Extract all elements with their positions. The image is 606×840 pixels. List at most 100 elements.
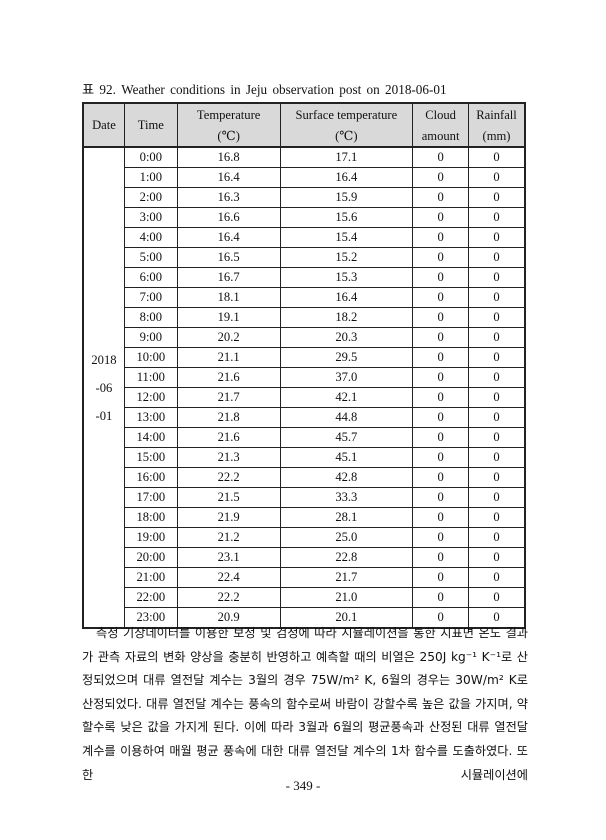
header-row-units: (℃) (℃) amount (mm) — [83, 125, 526, 148]
surface-temperature-cell: 21.0 — [279, 587, 414, 608]
rainfall-cell: 0 — [468, 267, 526, 288]
cloud-amount-cell: 0 — [412, 547, 470, 568]
surface-temperature-cell: 20.3 — [279, 327, 414, 348]
rainfall-cell: 0 — [468, 146, 526, 168]
date-line: -06 — [95, 380, 113, 395]
temperature-cell: 21.7 — [176, 387, 281, 408]
temperature-cell: 16.8 — [176, 146, 281, 168]
temperature-cell: 21.3 — [176, 447, 281, 468]
time-cell: 5:00 — [123, 247, 178, 268]
time-cell: 17:00 — [123, 487, 178, 508]
header-rainfall-unit: (mm) — [468, 125, 526, 148]
rainfall-cell: 0 — [468, 427, 526, 448]
cloud-amount-cell: 0 — [412, 327, 470, 348]
time-cell: 2:00 — [123, 187, 178, 208]
temperature-cell: 16.7 — [176, 267, 281, 288]
table-row: 7:00 18.1 16.4 0 0 — [83, 287, 526, 308]
surface-temperature-cell: 44.8 — [279, 407, 414, 428]
table-row: 1:00 16.4 16.4 0 0 — [83, 167, 526, 188]
table-row: 2018 -06 -01 0:00 16.8 17.1 0 0 — [82, 146, 526, 629]
table-row: 11:00 21.6 37.0 0 0 — [83, 367, 526, 388]
date-line: 2018 — [91, 352, 117, 367]
temperature-cell: 21.1 — [176, 347, 281, 368]
paragraph-text: 측정 기상데이터를 이용한 보정 및 검정에 따라 시뮬레이션을 통한 지표면 … — [82, 626, 528, 782]
time-cell: 7:00 — [123, 287, 178, 308]
time-cell: 11:00 — [123, 367, 178, 388]
surface-temperature-cell: 16.4 — [279, 287, 414, 308]
surface-temperature-cell: 42.1 — [279, 387, 414, 408]
table-row: 3:00 16.6 15.6 0 0 — [83, 207, 526, 228]
cloud-amount-cell: 0 — [412, 307, 470, 328]
time-cell: 20:00 — [123, 547, 178, 568]
date-cell: 2018 -06 -01 — [82, 146, 125, 629]
temperature-cell: 22.4 — [176, 567, 281, 588]
rainfall-cell: 0 — [468, 387, 526, 408]
table-row: 8:00 19.1 18.2 0 0 — [83, 307, 526, 328]
table-row: 9:00 20.2 20.3 0 0 — [83, 327, 526, 348]
temperature-cell: 16.4 — [176, 227, 281, 248]
cloud-amount-cell: 0 — [412, 387, 470, 408]
table-row: 15:00 21.3 45.1 0 0 — [83, 447, 526, 468]
rainfall-cell: 0 — [468, 167, 526, 188]
surface-temperature-cell: 15.3 — [279, 267, 414, 288]
temperature-cell: 16.3 — [176, 187, 281, 208]
surface-temperature-cell: 22.8 — [279, 547, 414, 568]
surface-temperature-cell: 15.4 — [279, 227, 414, 248]
rainfall-cell: 0 — [468, 567, 526, 588]
surface-temperature-cell: 16.4 — [279, 167, 414, 188]
rainfall-cell: 0 — [468, 507, 526, 528]
time-cell: 21:00 — [123, 567, 178, 588]
table-row: 6:00 16.7 15.3 0 0 — [83, 267, 526, 288]
header-surface-temperature-unit: (℃) — [279, 125, 414, 148]
table-row: 17:00 21.5 33.3 0 0 — [83, 487, 526, 508]
cloud-amount-cell: 0 — [412, 367, 470, 388]
cloud-amount-cell: 0 — [412, 447, 470, 468]
time-cell: 19:00 — [123, 527, 178, 548]
cloud-amount-cell: 0 — [412, 146, 470, 168]
table-row: 22:00 22.2 21.0 0 0 — [83, 587, 526, 608]
header-rainfall: Rainfall — [468, 102, 526, 125]
cloud-amount-cell: 0 — [412, 467, 470, 488]
rainfall-cell: 0 — [468, 607, 526, 629]
time-cell: 3:00 — [123, 207, 178, 228]
time-cell: 9:00 — [123, 327, 178, 348]
surface-temperature-cell: 25.0 — [279, 527, 414, 548]
time-cell: 18:00 — [123, 507, 178, 528]
cloud-amount-cell: 0 — [412, 227, 470, 248]
temperature-cell: 23.1 — [176, 547, 281, 568]
rainfall-cell: 0 — [468, 527, 526, 548]
time-cell: 10:00 — [123, 347, 178, 368]
cloud-amount-cell: 0 — [412, 527, 470, 548]
temperature-cell: 20.9 — [176, 607, 281, 629]
cloud-amount-cell: 0 — [412, 247, 470, 268]
temperature-cell: 16.5 — [176, 247, 281, 268]
time-cell: 12:00 — [123, 387, 178, 408]
time-cell: 15:00 — [123, 447, 178, 468]
rainfall-cell: 0 — [468, 227, 526, 248]
header-cloud: Cloud — [412, 102, 470, 125]
temperature-cell: 18.1 — [176, 287, 281, 308]
header-row: Date Time Temperature Surface temperatur… — [82, 102, 526, 148]
rainfall-cell: 0 — [468, 487, 526, 508]
rainfall-cell: 0 — [468, 467, 526, 488]
time-cell: 1:00 — [123, 167, 178, 188]
table-row: 23:00 20.9 20.1 0 0 — [83, 607, 526, 629]
rainfall-cell: 0 — [468, 307, 526, 328]
temperature-cell: 16.6 — [176, 207, 281, 228]
weather-table: Date Time Temperature Surface temperatur… — [82, 102, 526, 629]
cloud-amount-cell: 0 — [412, 407, 470, 428]
rainfall-cell: 0 — [468, 547, 526, 568]
surface-temperature-cell: 17.1 — [279, 146, 414, 168]
table-row: 4:00 16.4 15.4 0 0 — [83, 227, 526, 248]
table-row: 2:00 16.3 15.9 0 0 — [83, 187, 526, 208]
cloud-amount-cell: 0 — [412, 207, 470, 228]
surface-temperature-cell: 15.2 — [279, 247, 414, 268]
temperature-cell: 21.6 — [176, 367, 281, 388]
temperature-cell: 21.5 — [176, 487, 281, 508]
page-number: - 349 - — [285, 778, 321, 793]
header-cloud-amount: amount — [412, 125, 470, 148]
table-row: 10:00 21.1 29.5 0 0 — [83, 347, 526, 368]
rainfall-cell: 0 — [468, 447, 526, 468]
time-cell: 22:00 — [123, 587, 178, 608]
time-cell: 14:00 — [123, 427, 178, 448]
